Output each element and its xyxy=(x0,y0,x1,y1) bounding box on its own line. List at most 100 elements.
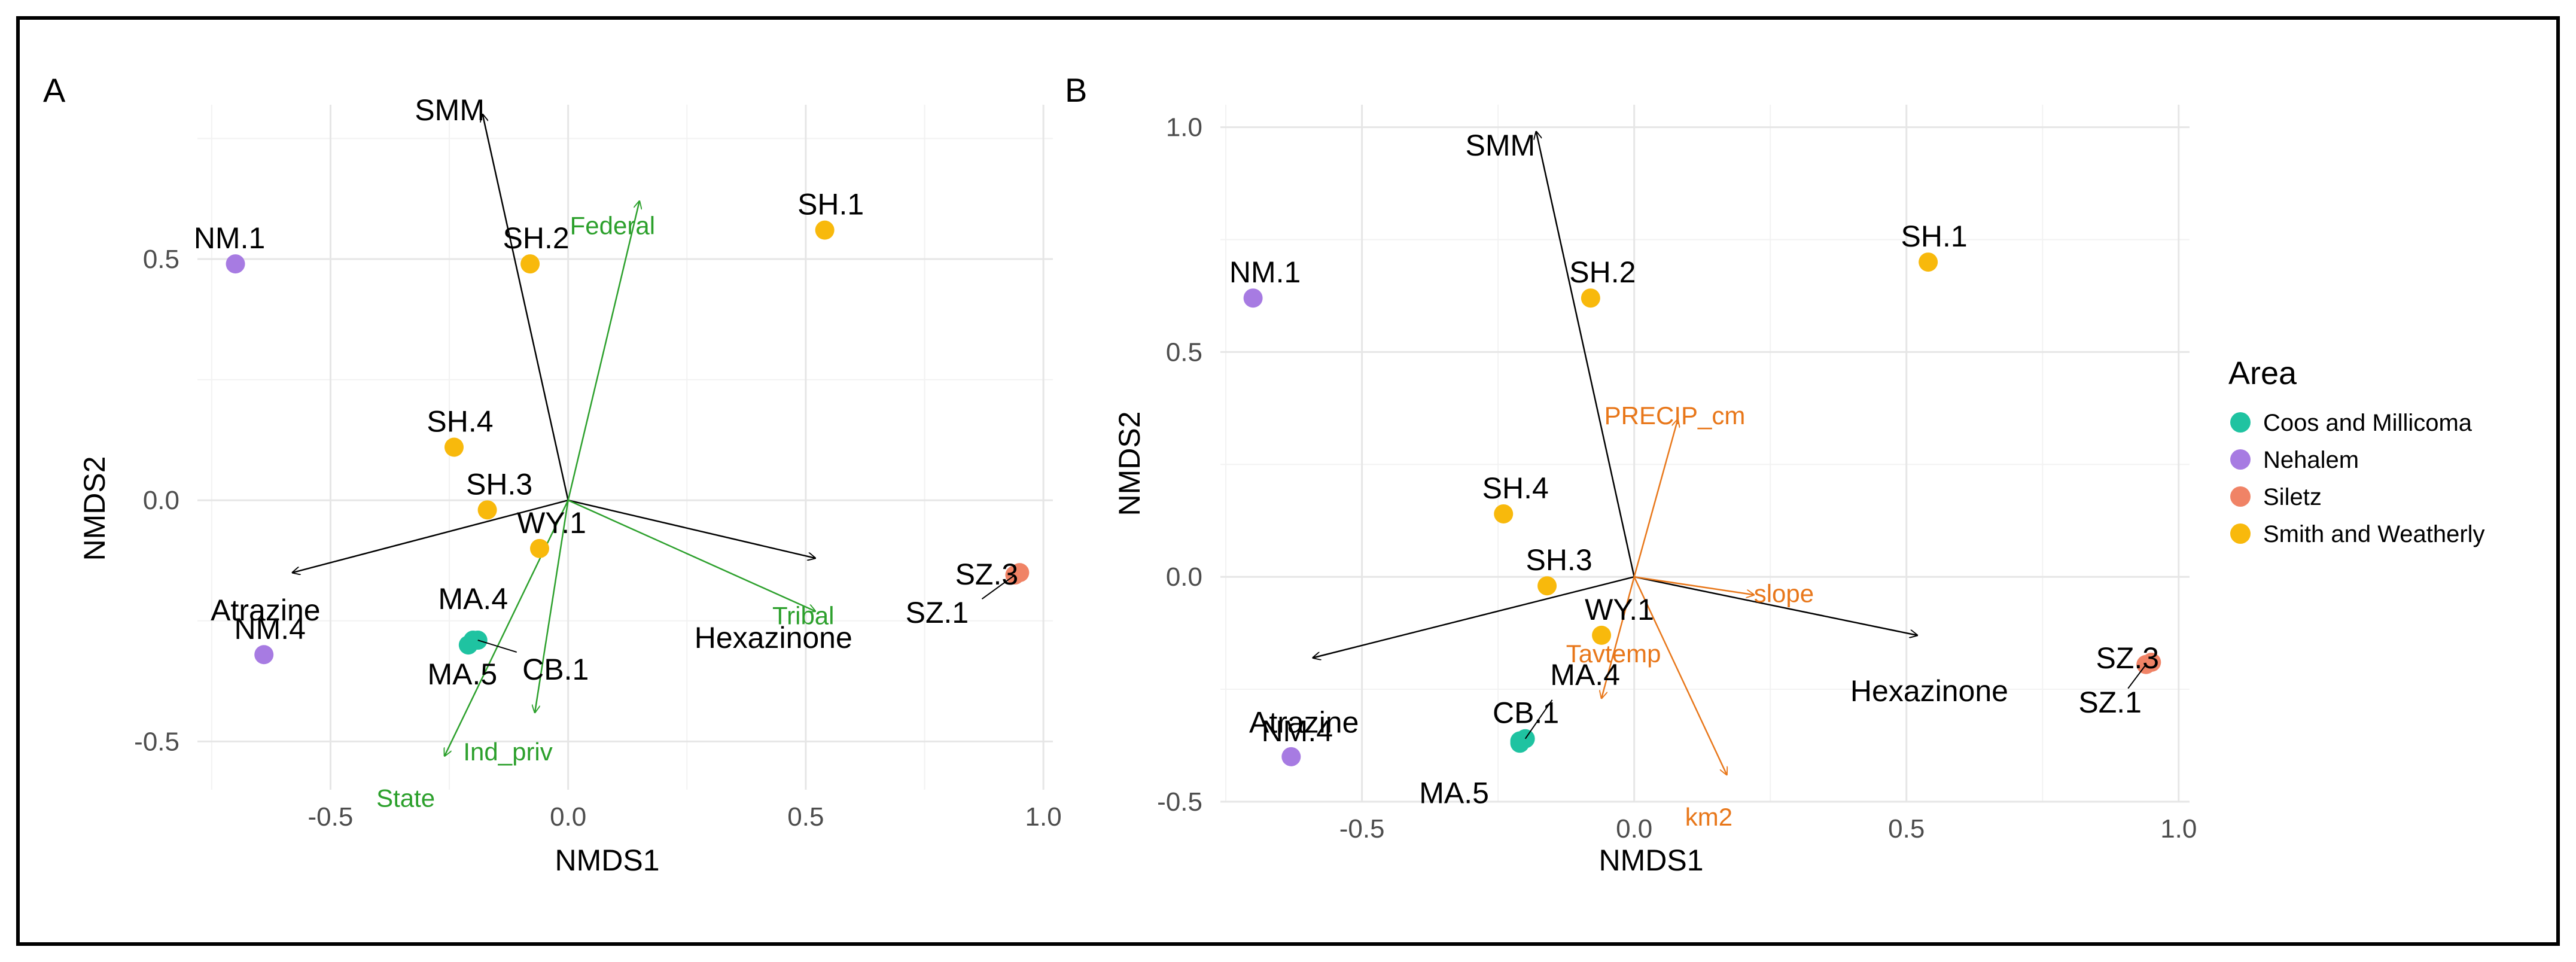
species-vector-label: SMM xyxy=(415,93,485,127)
site-point-nm-1 xyxy=(226,254,245,274)
env-vector-precip_cm xyxy=(1633,419,1678,577)
site-point-label: SH.3 xyxy=(466,467,532,501)
label-leader-line xyxy=(2127,664,2146,689)
site-point-sh-3 xyxy=(477,500,497,520)
legend-item-0: Coos and Millicoma xyxy=(2230,410,2473,436)
site-point-label: MA.5 xyxy=(427,657,497,691)
panel-b-point-labels: NM.1 SH.2 SH.1 SH.4 SH.3 WY.1 SZ.3 SZ.1 NM.4 MA.4… xyxy=(1229,220,2159,809)
site-point-label: MA.4 xyxy=(438,582,508,616)
legend-item-3: Smith and Weatherly xyxy=(2230,521,2485,547)
legend-swatch xyxy=(2230,523,2251,544)
panel-b-y-axis-title: NMDS2 xyxy=(1113,411,1146,516)
label-leader-line xyxy=(1524,699,1553,739)
y-tick-label: 0.5 xyxy=(1166,337,1202,367)
site-point-ma-5 xyxy=(1510,733,1530,753)
legend-item-2: Siletz xyxy=(2230,484,2322,510)
panel-b-tag: B xyxy=(1065,71,1087,109)
panel-b-x-axis-title: NMDS1 xyxy=(1598,844,1703,877)
site-point-label: SZ.3 xyxy=(955,558,1019,591)
figure-border xyxy=(16,16,2560,946)
env-vector-label: State xyxy=(376,784,435,812)
env-vector-tribal xyxy=(568,500,815,611)
x-tick-label: 0.5 xyxy=(787,802,824,832)
x-tick-label: 0.0 xyxy=(1616,814,1652,844)
site-point-label: SZ.1 xyxy=(2078,686,2142,719)
panel-a-vectors: SMM Atrazine Hexazinone Federal Tribal Ind_pr… xyxy=(211,93,852,812)
panel-b-points xyxy=(1243,252,2161,766)
site-point-label: NM.1 xyxy=(1229,255,1301,289)
site-point-wy-1 xyxy=(1592,625,1612,645)
y-tick-label: 0.5 xyxy=(143,245,179,274)
env-vector-tavtemp xyxy=(1601,576,1635,698)
panel-a-y-axis-title: NMDS2 xyxy=(78,456,111,561)
site-point-label: CB.1 xyxy=(522,653,589,686)
site-point-nm-1 xyxy=(1243,288,1263,308)
species-vector-atrazine xyxy=(1313,576,1634,657)
env-vector-state xyxy=(444,500,569,756)
panel-a-grid xyxy=(197,105,1053,790)
label-leader-line xyxy=(477,640,517,653)
site-point-nm-4 xyxy=(254,645,274,665)
site-point-label: SH.1 xyxy=(1901,220,1968,253)
y-tick-label: -0.5 xyxy=(1157,787,1202,817)
label-leader-line xyxy=(981,574,1016,599)
site-point-nm-4 xyxy=(1281,747,1301,766)
species-vector-hexazinone xyxy=(1634,576,1917,635)
x-tick-label: -0.5 xyxy=(308,802,354,832)
y-tick-label: 1.0 xyxy=(1166,113,1202,142)
env-vector-label: slope xyxy=(1754,579,1814,607)
site-point-label: MA.4 xyxy=(1550,658,1620,692)
legend-label: Coos and Millicoma xyxy=(2263,410,2473,436)
panel-a-tag: A xyxy=(43,71,66,109)
legend-swatch xyxy=(2230,449,2251,470)
y-tick-label: 0.0 xyxy=(143,486,179,515)
site-point-label: CB.1 xyxy=(1493,696,1559,730)
site-point-wy-1 xyxy=(530,538,549,558)
x-tick-label: 1.0 xyxy=(2160,814,2197,844)
env-vector-slope xyxy=(1634,576,1754,595)
legend-label: Siletz xyxy=(2263,484,2322,510)
x-tick-label: -0.5 xyxy=(1339,814,1385,844)
site-point-sh-1 xyxy=(1919,252,1938,272)
species-vector-atrazine xyxy=(293,499,568,573)
legend-item-1: Nehalem xyxy=(2230,447,2359,473)
x-tick-label: 1.0 xyxy=(1025,802,1062,832)
legend-swatch xyxy=(2230,486,2251,507)
species-vector-smm xyxy=(483,114,569,501)
legend-swatch xyxy=(2230,412,2251,433)
site-point-label: SH.4 xyxy=(427,405,493,439)
site-point-label: WY.1 xyxy=(517,506,586,540)
site-point-label: SZ.3 xyxy=(2096,641,2159,675)
panel-a-ticks: -0.5 0.0 0.5 1.0 -0.5 0.0 0.5 xyxy=(134,245,1062,832)
env-vector-label: Ind_priv xyxy=(463,738,552,766)
env-vector-km2 xyxy=(1633,576,1727,775)
species-vector-label: Atrazine xyxy=(211,593,320,627)
site-point-label: SZ.1 xyxy=(906,596,969,629)
site-point-label: SH.2 xyxy=(1569,255,1636,289)
legend: Area Coos and Millicoma Nehalem Siletz S… xyxy=(2228,355,2485,547)
env-vector-ind_priv xyxy=(535,500,569,713)
site-point-sh-1 xyxy=(815,220,835,240)
x-tick-label: 0.0 xyxy=(550,802,586,832)
x-tick-label: 0.5 xyxy=(1888,814,1925,844)
site-point-sh-2 xyxy=(520,254,540,274)
species-vector-label: Hexazinone xyxy=(695,621,852,654)
legend-label: Nehalem xyxy=(2263,447,2359,473)
site-point-sh-3 xyxy=(1537,576,1557,596)
env-vector-label: Federal xyxy=(570,211,655,239)
species-vector-hexazinone xyxy=(568,499,815,558)
legend-title: Area xyxy=(2228,355,2297,391)
site-point-label: NM.4 xyxy=(1262,714,1333,748)
site-point-label: WY.1 xyxy=(1585,593,1654,626)
site-point-label: SH.1 xyxy=(797,188,864,221)
site-point-label: MA.5 xyxy=(1419,776,1489,809)
legend-label: Smith and Weatherly xyxy=(2263,521,2485,547)
site-point-label: SH.2 xyxy=(503,221,570,255)
env-vector-federal xyxy=(567,201,640,501)
env-vector-label: Tribal xyxy=(772,602,834,630)
env-vector-label: km2 xyxy=(1685,803,1732,831)
species-vector-smm xyxy=(1536,132,1635,577)
site-point-label: NM.1 xyxy=(194,221,265,255)
